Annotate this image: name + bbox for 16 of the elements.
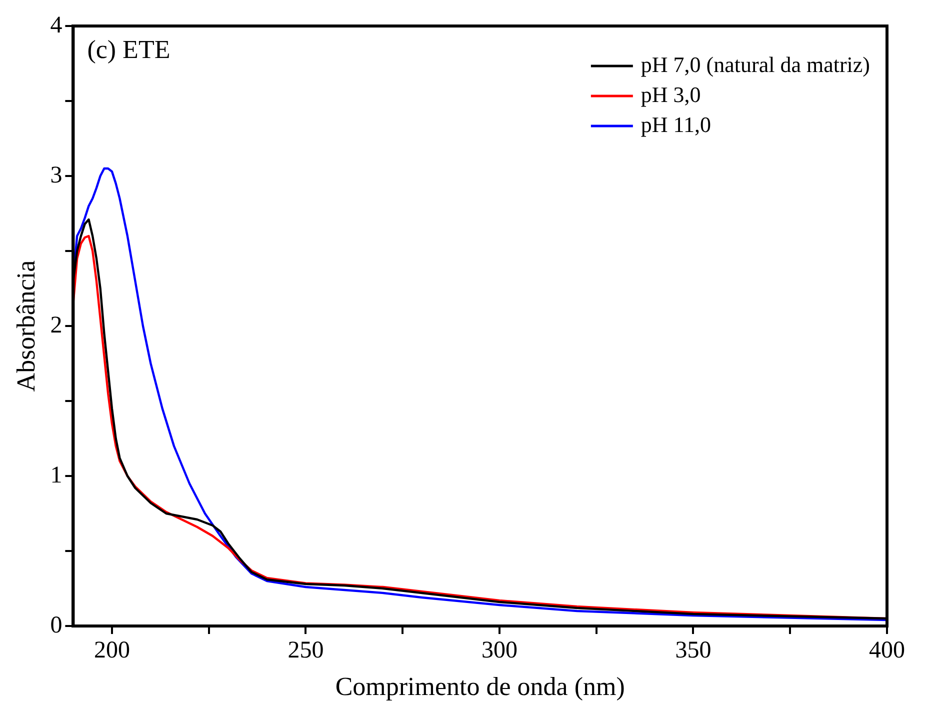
y-tick-label: 4	[50, 12, 62, 38]
legend-label: pH 3,0	[640, 82, 701, 107]
x-tick-label: 200	[94, 638, 130, 664]
annotation: (c) ETE	[87, 34, 170, 64]
y-axis-title: Absorbância	[11, 260, 40, 392]
x-axis-title: Comprimento de onda (nm)	[335, 672, 625, 702]
legend-label: pH 11,0	[640, 112, 711, 137]
legend-label: pH 7,0 (natural da matriz)	[640, 52, 870, 77]
x-tick-label: 300	[481, 638, 518, 664]
y-tick-label: 0	[50, 612, 62, 638]
x-tick-label: 250	[288, 638, 324, 664]
y-tick-label: 2	[50, 312, 62, 338]
x-tick-label: 350	[675, 638, 712, 664]
y-tick-label: 3	[50, 162, 62, 188]
y-tick-label: 1	[50, 462, 62, 488]
x-tick-label: 400	[869, 638, 905, 664]
